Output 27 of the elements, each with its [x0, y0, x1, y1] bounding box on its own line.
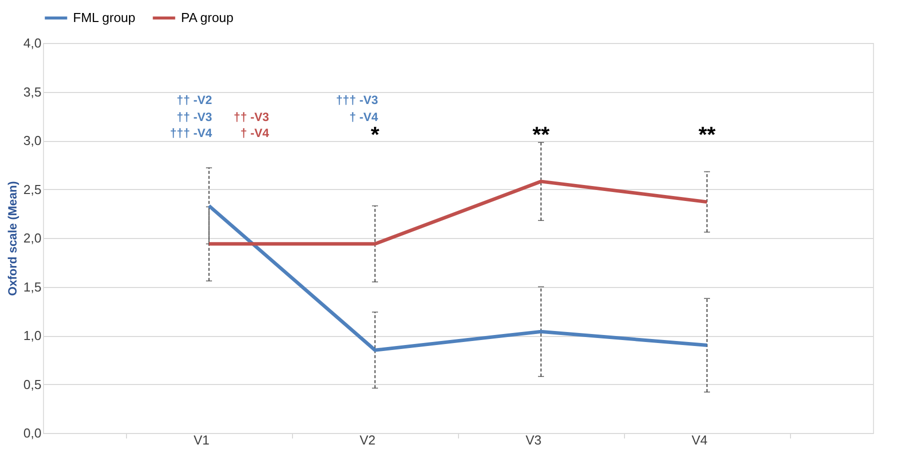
y-axis-title: Oxford scale (Mean) — [5, 181, 20, 296]
annotation: †† -V2 — [176, 93, 212, 107]
y-tick-label: 0,5 — [23, 376, 42, 392]
x-tick-label: V3 — [526, 432, 542, 448]
y-tick-label: 4,0 — [23, 36, 42, 50]
annotation: * — [370, 122, 380, 147]
y-tick-label: 3,0 — [23, 133, 42, 148]
annotation: † -V4 — [349, 110, 378, 124]
x-tick-label: V1 — [194, 432, 210, 448]
x-tick-label: V4 — [692, 432, 708, 448]
x-tick-label: V2 — [360, 432, 376, 448]
y-tick-label: 2,0 — [23, 230, 42, 246]
annotation: ** — [698, 122, 716, 147]
legend-label: FML group — [73, 10, 136, 25]
y-tick-label: 1,5 — [23, 279, 42, 294]
line-series — [207, 204, 709, 352]
legend-label: PA group — [181, 10, 234, 25]
annotation: ††† -V3 — [336, 93, 378, 107]
annotation: ** — [532, 122, 550, 147]
y-tick-label: 1,0 — [23, 328, 42, 343]
annotation: † -V4 — [240, 126, 270, 140]
y-tick-label: 3,5 — [23, 84, 42, 100]
annotation: †† -V3 — [176, 110, 212, 124]
y-tick-label: 2,5 — [23, 182, 42, 197]
y-tick-label: 0,0 — [23, 426, 42, 440]
annotation: ††† -V4 — [170, 126, 212, 140]
annotation: †† -V3 — [234, 110, 270, 124]
